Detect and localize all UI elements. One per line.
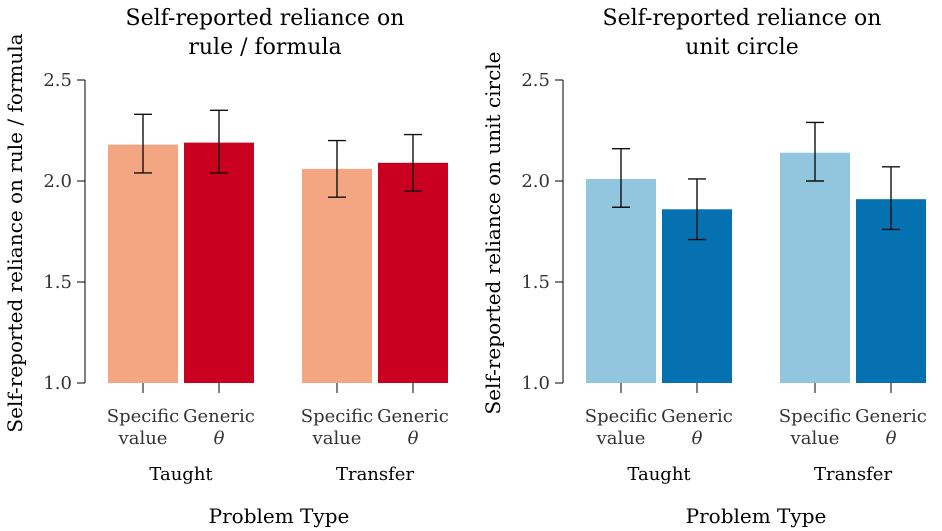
y-axis-label: Self-reported reliance on rule / formula — [3, 33, 27, 432]
bar — [108, 144, 178, 383]
y-tick-label: 2.0 — [521, 171, 550, 192]
x-category-label: θ — [408, 428, 419, 449]
y-tick-label: 2.0 — [43, 171, 72, 192]
bar — [378, 162, 448, 383]
panel-unit-circle: Self-reported reliance on unit circle Se… — [481, 6, 927, 528]
bar — [302, 168, 372, 383]
y-tick-label: 1.0 — [521, 373, 550, 394]
x-category-label: Generic — [377, 406, 449, 427]
x-category-label: value — [596, 428, 646, 449]
x-category-label: Generic — [183, 406, 255, 427]
chart-title-line2: unit circle — [685, 35, 798, 60]
x-category-label: value — [312, 428, 362, 449]
x-category-label: θ — [692, 428, 703, 449]
bar — [780, 152, 850, 383]
y-axis-label: Self-reported reliance on unit circle — [481, 51, 505, 414]
y-tick-label: 1.5 — [521, 272, 550, 293]
chart-title-line2: rule / formula — [188, 35, 341, 60]
bar — [586, 178, 656, 383]
y-tick-label: 1.5 — [43, 272, 72, 293]
x-group-label: Taught — [627, 464, 691, 485]
chart-title-line1: Self-reported reliance on — [126, 6, 405, 31]
x-category-label: Specific — [585, 406, 657, 427]
x-category-label: Generic — [855, 406, 927, 427]
panel-rule-formula: Self-reported reliance on rule / formula… — [3, 6, 449, 528]
x-group-label: Transfer — [814, 464, 892, 485]
x-group-label: Transfer — [336, 464, 414, 485]
bar — [184, 142, 254, 383]
x-category-label: value — [790, 428, 840, 449]
x-category-label: θ — [214, 428, 225, 449]
x-category-label: value — [118, 428, 168, 449]
x-category-label: Specific — [779, 406, 851, 427]
x-group-label: Taught — [149, 464, 213, 485]
x-category-label: Specific — [301, 406, 373, 427]
x-axis-label: Problem Type — [209, 504, 350, 528]
x-category-label: Specific — [107, 406, 179, 427]
x-category-label: θ — [886, 428, 897, 449]
y-tick-label: 2.5 — [43, 70, 72, 91]
y-tick-label: 2.5 — [521, 70, 550, 91]
chart-title-line1: Self-reported reliance on — [603, 6, 882, 31]
y-tick-label: 1.0 — [43, 373, 72, 394]
x-axis-label: Problem Type — [686, 504, 827, 528]
x-category-label: Generic — [661, 406, 733, 427]
